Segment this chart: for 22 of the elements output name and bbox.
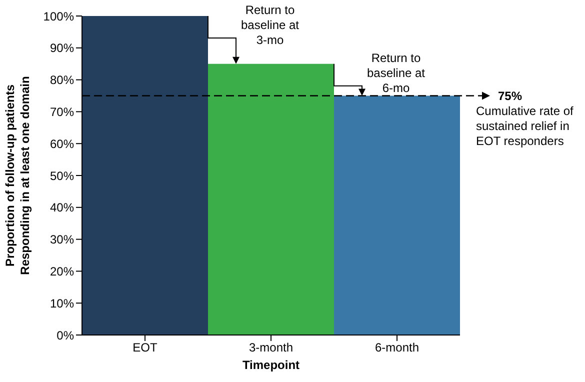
x-axis-title: Timepoint <box>242 358 300 372</box>
bar <box>334 96 460 335</box>
y-tick-label: 10% <box>50 296 74 310</box>
y-tick-label: 70% <box>50 104 74 119</box>
y-tick-label: 80% <box>50 73 74 88</box>
y-tick-label: 0% <box>56 328 74 342</box>
text: Cumulative rate of sustained relief in EOT responders <box>476 104 574 148</box>
y-tick-label: 30% <box>50 232 74 247</box>
x-tick-label: EOT <box>132 340 158 355</box>
y-axis-title: Proportion of follow-up patients Responding in at least one domain <box>3 76 32 275</box>
annotation: Return to baseline at 6-mo <box>366 50 426 95</box>
x-tick-label: 3-month <box>248 340 294 355</box>
y-tick-label: 100% <box>43 9 74 24</box>
y-tick-label: 20% <box>50 264 74 278</box>
x-tick-label: 6-month <box>374 340 420 355</box>
ref-line-label: 75% <box>498 88 522 103</box>
y-tick-label: 90% <box>50 41 74 56</box>
y-tick-label: 50% <box>50 168 74 183</box>
annotation: Return to baseline at 3-mo <box>240 3 300 47</box>
y-tick-label: 40% <box>50 200 74 215</box>
y-tick-label: 60% <box>50 136 74 151</box>
bar <box>208 64 334 335</box>
